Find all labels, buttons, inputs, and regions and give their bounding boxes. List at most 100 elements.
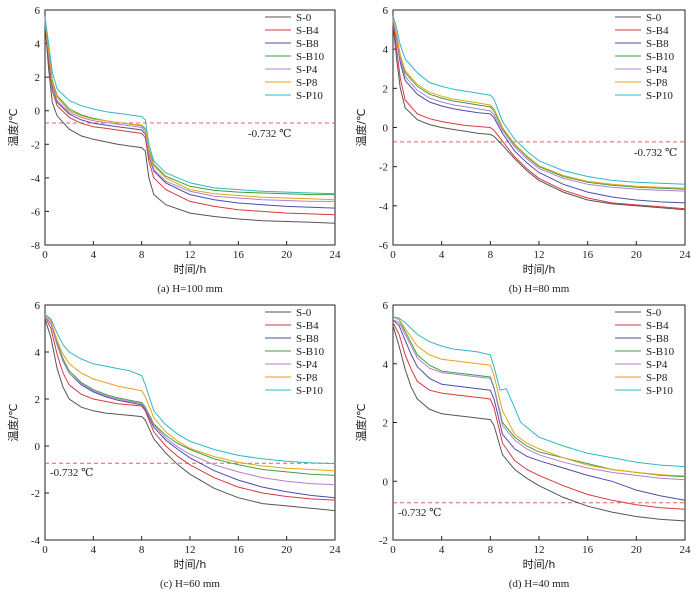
- x-tick-label: 20: [281, 544, 293, 556]
- series-line-s-b10: [392, 316, 686, 478]
- y-tick-label: -6: [31, 206, 41, 218]
- y-tick-label: 2: [35, 72, 41, 84]
- legend-label-s-p4: S-P4: [646, 64, 668, 76]
- x-axis-label: 时间/h: [174, 263, 207, 276]
- y-axis-label: 温度/℃: [354, 403, 368, 441]
- series-line-s-b4: [44, 21, 336, 216]
- series-line-s-p8: [392, 17, 686, 189]
- y-tick-label: 2: [383, 418, 389, 430]
- x-tick-label: 4: [439, 249, 445, 261]
- plot-frame: [392, 9, 686, 246]
- x-tick-label: 24: [330, 544, 342, 556]
- legend-label-s-0: S-0: [296, 307, 312, 319]
- legend-label-s-b4: S-B4: [646, 25, 669, 37]
- y-tick-label: -4: [31, 173, 41, 185]
- x-tick-label: 20: [631, 544, 643, 556]
- series-line-s-p10: [44, 16, 336, 195]
- y-tick-label: 4: [383, 359, 389, 371]
- legend-label-s-p10: S-P10: [296, 385, 323, 397]
- y-tick-label: 0: [35, 441, 41, 453]
- legend-label-s-p8: S-P8: [296, 372, 318, 384]
- y-tick-label: -4: [31, 535, 41, 547]
- x-tick-label: 24: [680, 544, 692, 556]
- panel-caption: (a) H=100 mm: [157, 283, 223, 295]
- series-line-s-p8: [44, 314, 336, 472]
- x-tick-label: 0: [390, 544, 396, 556]
- x-axis-label: 时间/h: [523, 263, 556, 276]
- legend-label-s-0: S-0: [646, 12, 662, 24]
- legend-label-s-p8: S-P8: [296, 77, 318, 89]
- legend-label-s-b4: S-B4: [646, 320, 669, 332]
- y-tick-label: -4: [379, 201, 389, 213]
- x-tick-label: 4: [91, 249, 97, 261]
- y-tick-label: -2: [379, 535, 388, 547]
- x-tick-label: 4: [91, 544, 97, 556]
- y-tick-label: -2: [31, 488, 40, 500]
- panel-caption: (c) H=60 mm: [160, 578, 220, 590]
- y-tick-label: 6: [35, 5, 41, 17]
- y-tick-label: -8: [31, 240, 41, 252]
- x-tick-label: 16: [582, 544, 594, 556]
- legend-label-s-p10: S-P10: [646, 385, 673, 397]
- x-axis-label: 时间/h: [523, 558, 556, 571]
- legend-label-s-p10: S-P10: [646, 90, 673, 102]
- x-axis-label: 时间/h: [174, 558, 207, 571]
- y-tick-label: -2: [31, 139, 40, 151]
- y-tick-label: 0: [35, 106, 41, 118]
- series-line-s-b8: [392, 19, 686, 204]
- series-line-s-p10: [392, 15, 686, 185]
- legend-label-s-b4: S-B4: [296, 25, 319, 37]
- series-line-s-b4: [392, 322, 686, 510]
- legend-label-s-p8: S-P8: [646, 77, 668, 89]
- x-tick-label: 24: [330, 249, 342, 261]
- series-line-s-b10: [44, 18, 335, 196]
- legend-label-s-p4: S-P4: [646, 359, 668, 371]
- series-line-s-p10: [44, 314, 336, 465]
- y-tick-label: 0: [383, 123, 389, 135]
- legend-label-s-p4: S-P4: [296, 64, 318, 76]
- panel-caption: (d) H=40 mm: [509, 578, 570, 590]
- y-tick-label: -6: [379, 240, 389, 252]
- legend-label-s-b8: S-B8: [646, 38, 669, 50]
- series-line-s-b8: [44, 20, 336, 209]
- y-tick-label: 2: [383, 83, 389, 95]
- y-axis-label: 温度/℃: [354, 108, 368, 146]
- threshold-label: -0.732 ℃: [248, 128, 291, 140]
- series-line-s-p4: [392, 319, 686, 481]
- y-tick-label: 4: [35, 39, 41, 51]
- threshold-label: -0.732 ℃: [634, 147, 677, 159]
- y-tick-label: 2: [35, 394, 41, 406]
- x-tick-label: 20: [631, 249, 643, 261]
- x-tick-label: 0: [42, 544, 48, 556]
- legend-label-s-b4: S-B4: [296, 320, 319, 332]
- plot-frame: [392, 304, 686, 541]
- y-tick-label: -2: [379, 162, 388, 174]
- legend-label-s-p8: S-P8: [646, 372, 668, 384]
- x-tick-label: 12: [185, 544, 196, 556]
- x-tick-label: 4: [439, 544, 445, 556]
- y-axis-label: 温度/℃: [6, 108, 20, 146]
- threshold-label: -0.732 ℃: [398, 507, 441, 519]
- series-line-s-p8: [44, 18, 336, 201]
- x-tick-label: 16: [582, 249, 594, 261]
- series-line-s-0: [392, 23, 686, 211]
- x-tick-label: 24: [680, 249, 692, 261]
- legend-label-s-p10: S-P10: [296, 90, 323, 102]
- series-line-s-b10: [44, 314, 336, 476]
- plot-frame: [44, 304, 336, 541]
- x-tick-label: 12: [185, 249, 196, 261]
- x-tick-label: 16: [233, 249, 245, 261]
- legend-label-s-b10: S-B10: [296, 346, 325, 358]
- legend-label-s-b10: S-B10: [646, 346, 675, 358]
- legend-label-s-0: S-0: [646, 307, 662, 319]
- x-tick-label: 12: [534, 249, 545, 261]
- y-tick-label: 4: [383, 44, 389, 56]
- series-line-s-p8: [392, 316, 686, 477]
- series-line-s-0: [44, 23, 336, 224]
- x-tick-label: 8: [488, 544, 494, 556]
- plot-frame: [44, 9, 336, 246]
